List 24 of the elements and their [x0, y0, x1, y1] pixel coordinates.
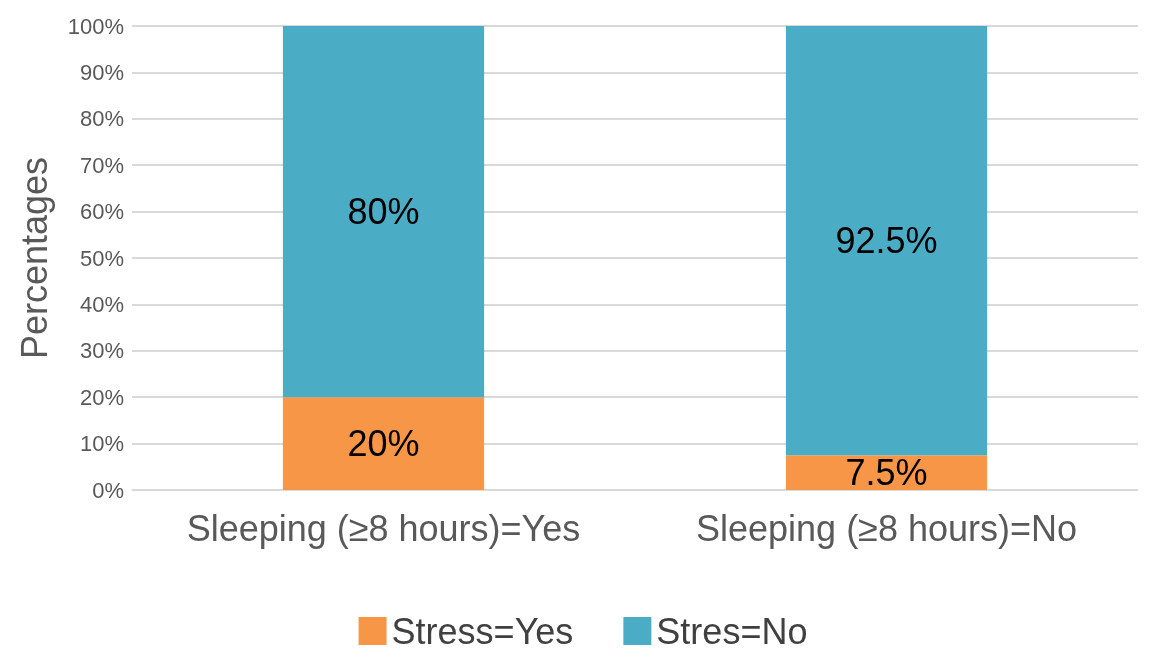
- y-tick-label: 30%: [79, 338, 124, 364]
- y-tick-label: 60%: [79, 199, 124, 225]
- bar: [282, 26, 485, 398]
- y-tick-label: 50%: [79, 245, 124, 271]
- y-tick-label: 20%: [79, 384, 124, 410]
- bar: [785, 455, 988, 490]
- y-axis-title: Percentages: [13, 156, 55, 360]
- bar: [282, 397, 485, 490]
- y-tick-label: 10%: [79, 431, 124, 457]
- data-label: 80%: [347, 191, 420, 233]
- y-tick-label: 40%: [79, 291, 124, 317]
- data-label: 20%: [347, 423, 420, 465]
- y-tick-label: 90%: [79, 59, 124, 85]
- data-label: 92.5%: [835, 220, 938, 262]
- legend-label: Stress=Yes: [391, 610, 574, 652]
- y-tick-label: 0%: [92, 477, 124, 503]
- legend-label: Stres=No: [656, 610, 808, 652]
- bar: [785, 26, 988, 456]
- data-label: 7.5%: [845, 452, 928, 494]
- y-tick-label: 80%: [79, 106, 124, 132]
- y-tick-label: 100%: [67, 13, 124, 39]
- x-tick-label: Sleeping (≥8 hours)=No: [696, 507, 1077, 549]
- y-tick-label: 70%: [79, 152, 124, 178]
- x-tick-label: Sleeping (≥8 hours)=Yes: [186, 507, 581, 549]
